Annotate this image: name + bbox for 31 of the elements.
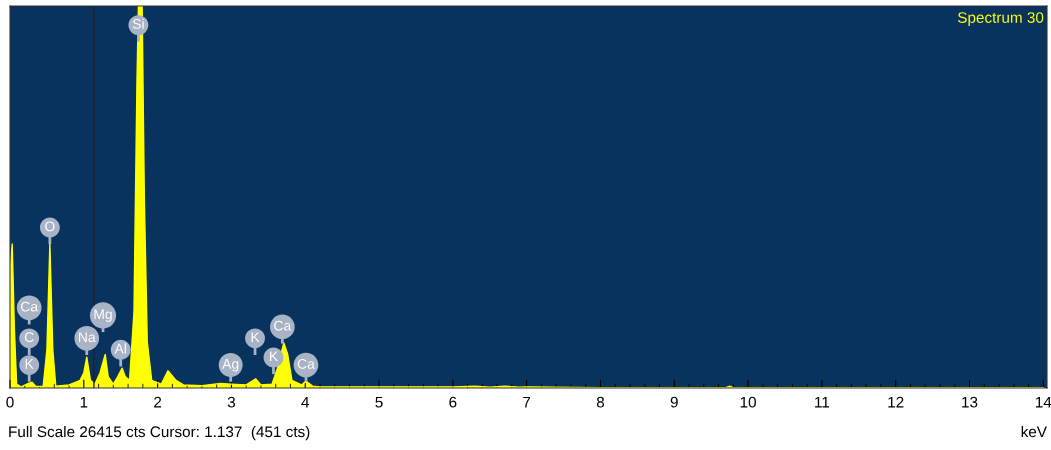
text: Full Scale 26415 cts Cursor: 1.137 (451 cts) [9,425,310,441]
x-tick-label: 14 [1035,396,1051,408]
annotation: O [45,221,55,232]
annotation: Ca [297,358,315,369]
annotation: Si [132,18,144,29]
x-tick-label: 5 [375,396,383,408]
x-tick-label: 8 [596,396,605,408]
x-tick-label: 9 [670,396,678,408]
annotation: Al [114,343,126,354]
annotation: Ag [222,359,239,372]
annotation: Mg [94,309,112,322]
annotation: K [25,359,34,369]
annotation: K [270,351,278,362]
x-tick-label: 12 [888,396,904,408]
x-tick-label: 1 [80,396,88,408]
annotation: Na [79,332,96,343]
annotation: Spectrum 30 [957,12,1044,26]
x-tick-label: 7 [523,396,531,408]
x-tick-label: 13 [962,396,978,408]
x-tick-label: 0 [6,396,14,408]
x-tick-label: 2 [154,396,162,408]
x-tick-label: 4 [301,396,310,408]
x-tick-label: 11 [815,396,830,408]
x-tick-label: 10 [740,396,756,408]
annotation: Ca [21,301,39,312]
annotation: C [24,332,34,343]
x-tick-label: 3 [227,396,235,408]
annotation: K [251,332,260,342]
x-tick-label: 6 [449,396,457,408]
x-axis-title: keV [1021,425,1047,438]
annotation: Ca [274,320,292,331]
